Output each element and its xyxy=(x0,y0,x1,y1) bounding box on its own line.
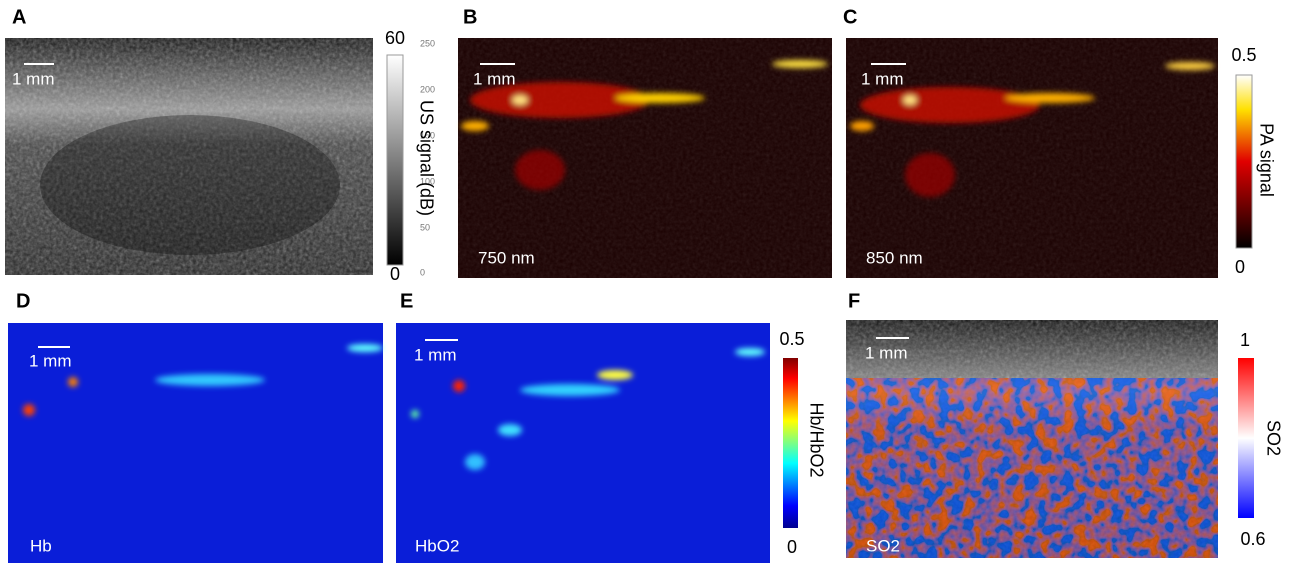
colorbar-so2: 1 0.6 SO2 xyxy=(1238,330,1283,549)
colorbar-max: 1 xyxy=(1240,330,1250,350)
colorbar-title: Hb/HbO2 xyxy=(806,402,826,477)
colorbar-pa: 0.5 0 PA signal xyxy=(1231,45,1276,277)
scale-label: 1 mm xyxy=(473,69,516,88)
pa-signal xyxy=(850,62,1215,197)
pa-texture xyxy=(846,38,1218,278)
colorbar-tick: 200 xyxy=(420,84,435,94)
colorbar-min: 0.6 xyxy=(1240,529,1265,549)
pa-signal xyxy=(461,60,828,190)
panel-letter: C xyxy=(843,6,857,28)
colorbar-min: 0 xyxy=(787,537,797,557)
panel-c: C 1 mm 850 nm xyxy=(843,6,1218,278)
hbo2-signal xyxy=(411,348,765,470)
colorbar-title: SO2 xyxy=(1263,420,1283,456)
panel-e: E 1 mm HbO2 xyxy=(396,290,770,563)
panel-letter: A xyxy=(12,6,26,28)
tumor xyxy=(40,115,340,255)
colorbar-min: 0 xyxy=(1235,257,1245,277)
scale-label: 1 mm xyxy=(29,351,72,370)
caption: 750 nm xyxy=(478,248,535,267)
panel-f: F 1 mm SO2 xyxy=(846,290,1218,558)
colorbar-title: US signal (dB) xyxy=(416,100,436,216)
colorbar xyxy=(386,54,404,266)
scale-label: 1 mm xyxy=(865,343,908,362)
panel-letter: B xyxy=(463,6,477,28)
us-texture xyxy=(5,38,373,275)
colorbar-min: 0 xyxy=(390,264,400,284)
panel-b: B 1 mm 750 nm xyxy=(458,6,832,278)
caption: HbO2 xyxy=(415,536,459,555)
hb-image xyxy=(8,323,383,563)
colorbar xyxy=(1235,74,1253,249)
colorbar-tick: 250 xyxy=(420,38,435,48)
scale-label: 1 mm xyxy=(414,345,457,364)
scale-label: 1 mm xyxy=(12,69,55,88)
panel-letter: E xyxy=(400,290,413,312)
panel-d: D 1 mm Hb xyxy=(8,290,383,563)
colorbar-title: PA signal xyxy=(1256,123,1276,197)
caption: Hb xyxy=(30,536,52,555)
caption: SO2 xyxy=(866,536,900,555)
colorbar-max: 0.5 xyxy=(779,329,804,349)
panel-letter: D xyxy=(16,290,30,312)
colorbar-hb: 0.5 0 Hb/HbO2 xyxy=(779,329,826,557)
colorbar-us: 60 0 250 200 150 100 50 0 US signal (dB) xyxy=(385,28,436,284)
colorbar-tick: 0 xyxy=(420,267,425,277)
colorbar xyxy=(783,358,798,528)
colorbar xyxy=(1238,358,1254,518)
colorbar-tick: 100 xyxy=(420,176,435,186)
colorbar-tick: 50 xyxy=(420,222,430,232)
colorbar-tick: 150 xyxy=(420,130,435,140)
so2-overlay xyxy=(846,378,1218,558)
caption: 850 nm xyxy=(866,248,923,267)
colorbar-max: 60 xyxy=(385,28,405,48)
colorbar-max: 0.5 xyxy=(1231,45,1256,65)
hb-signal xyxy=(23,344,383,416)
panel-letter: F xyxy=(848,290,860,312)
hbo2-image xyxy=(396,323,770,563)
panel-a: A 1 mm xyxy=(5,6,373,275)
scale-label: 1 mm xyxy=(861,69,904,88)
